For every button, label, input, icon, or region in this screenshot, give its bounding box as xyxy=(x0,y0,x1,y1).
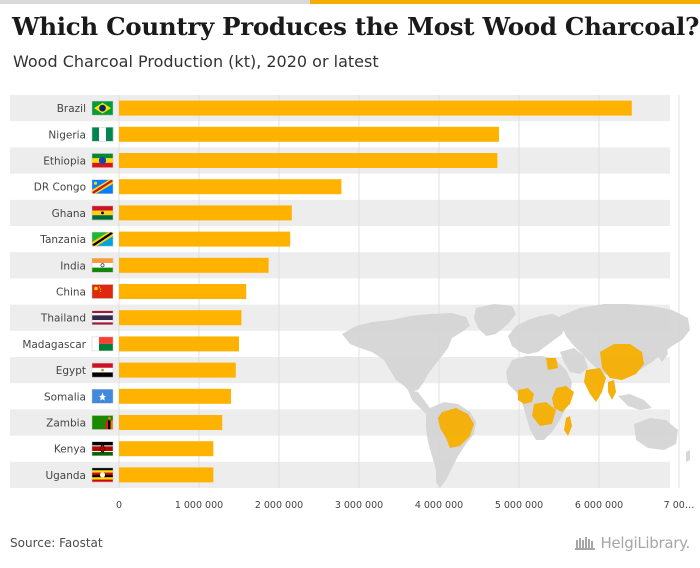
x-tick-label: 6 000 000 xyxy=(575,500,623,511)
madagascar-flag-icon xyxy=(91,336,114,352)
x-tick-label: 4 000 000 xyxy=(415,500,463,511)
map-australia xyxy=(634,418,678,450)
map-china xyxy=(600,344,644,380)
x-tick-label: 1 000 000 xyxy=(175,500,223,511)
category-label: Egypt xyxy=(56,365,86,377)
bar xyxy=(119,415,223,430)
x-tick-label: 5 000 000 xyxy=(495,500,543,511)
bar xyxy=(119,100,632,116)
map-egypt xyxy=(546,358,558,370)
brazil-flag-icon xyxy=(91,100,114,116)
x-tick-label: 3 000 000 xyxy=(335,500,383,511)
category-label: Madagascar xyxy=(22,339,86,351)
india-flag-icon xyxy=(91,258,114,273)
bar xyxy=(119,388,231,404)
uganda-flag-icon xyxy=(91,467,114,483)
category-label: Tanzania xyxy=(39,234,86,246)
zambia-flag-icon xyxy=(91,415,114,430)
helgi-library-logo: HelgiLibrary. xyxy=(574,532,690,554)
map-new-zealand xyxy=(686,450,690,462)
map-japan xyxy=(658,344,668,362)
category-label: China xyxy=(56,287,86,299)
bar xyxy=(119,310,242,326)
bars xyxy=(119,100,632,483)
flags xyxy=(91,100,114,483)
category-label: India xyxy=(60,260,86,272)
category-label: Uganda xyxy=(45,470,86,482)
egypt-flag-icon xyxy=(91,362,114,378)
logo-text: HelgiLibrary. xyxy=(600,534,690,552)
category-label: DR Congo xyxy=(34,182,86,194)
map-west-africa-highlight xyxy=(518,388,534,404)
map-brazil xyxy=(438,408,474,448)
source-note: Source: Faostat xyxy=(10,536,103,550)
drcongo-flag-icon xyxy=(91,179,114,194)
thailand-flag-icon xyxy=(91,310,114,325)
ghana-flag-icon xyxy=(91,205,114,221)
bar xyxy=(119,257,269,273)
bar xyxy=(119,467,214,483)
map-asia xyxy=(560,304,690,378)
x-tick-label: 2 000 000 xyxy=(255,500,303,511)
bar xyxy=(119,231,291,247)
map-africa xyxy=(506,356,572,440)
top-accent-bar-gray xyxy=(0,0,310,4)
chart-title: Which Country Produces the Most Wood Cha… xyxy=(12,12,700,41)
bar xyxy=(119,336,239,352)
category-label: Ghana xyxy=(52,208,86,220)
top-accent-bar xyxy=(0,0,700,4)
map-india xyxy=(584,368,606,402)
tanzania-flag-icon xyxy=(91,231,114,247)
map-central-america xyxy=(408,390,434,416)
map-thailand xyxy=(608,380,616,400)
category-label: Somalia xyxy=(44,391,86,403)
map-middle-east xyxy=(560,348,588,374)
axis-ticks: 0 1 000 000 2 000 000 3 000 000 4 000 000 5 0… xyxy=(116,500,694,511)
category-label: Kenya xyxy=(54,444,86,456)
bar xyxy=(119,179,342,195)
bar-chart: Brazil Nigeria Ethiopia DR Congo Ghana Tanzan… xyxy=(10,95,694,511)
library-icon xyxy=(575,537,596,550)
map-central-africa-highlight xyxy=(532,402,556,426)
top-accent-bar-orange xyxy=(310,0,700,4)
bar xyxy=(119,441,214,457)
somalia-flag-icon xyxy=(91,389,114,404)
map-madagascar xyxy=(564,416,572,436)
category-label: Brazil xyxy=(57,103,86,115)
chart-subtitle: Wood Charcoal Production (kt), 2020 or l… xyxy=(13,52,379,71)
category-label: Thailand xyxy=(40,313,86,325)
category-label: Ethiopia xyxy=(43,156,86,168)
bar xyxy=(119,284,247,299)
x-tick-label: 0 xyxy=(116,500,122,511)
china-flag-icon xyxy=(91,284,114,299)
bar xyxy=(119,205,292,221)
bar xyxy=(119,126,499,142)
map-north-america xyxy=(342,313,470,392)
world-map xyxy=(342,304,690,488)
kenya-flag-icon xyxy=(91,441,114,456)
map-east-africa-highlight xyxy=(552,386,574,412)
nigeria-flag-icon xyxy=(91,127,114,142)
category-label: Zambia xyxy=(46,418,86,430)
map-greenland xyxy=(474,304,516,336)
map-southeast-asia xyxy=(618,394,652,410)
category-label: Nigeria xyxy=(48,129,86,141)
map-europe xyxy=(508,314,566,354)
bar xyxy=(119,362,236,378)
category-labels: Brazil Nigeria Ethiopia DR Congo Ghana Tanzan… xyxy=(22,103,86,482)
ethiopia-flag-icon xyxy=(91,153,114,168)
x-tick-label: 7 00… xyxy=(664,500,695,511)
bar xyxy=(119,153,498,168)
